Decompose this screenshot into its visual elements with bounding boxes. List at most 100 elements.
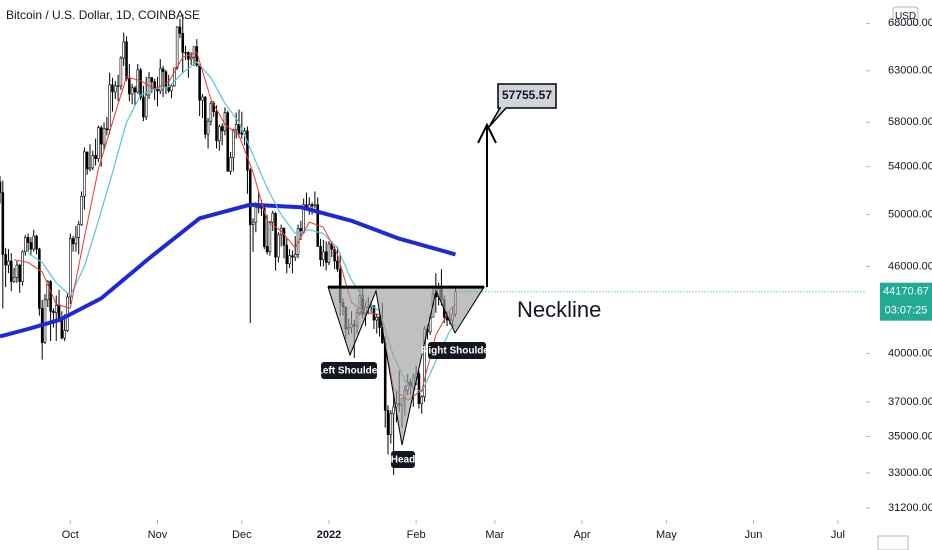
candle-body bbox=[1, 192, 5, 255]
candle-body bbox=[60, 319, 64, 339]
candle-body bbox=[378, 316, 381, 328]
candle-body bbox=[83, 151, 86, 197]
candle-body bbox=[69, 238, 72, 298]
candle-body bbox=[417, 373, 421, 404]
candle-body bbox=[257, 206, 260, 209]
x-tick-label: Mar bbox=[485, 529, 504, 541]
arrow-head bbox=[477, 122, 497, 144]
last-price-label: 44170.67 bbox=[883, 286, 929, 298]
annotation-box bbox=[321, 362, 377, 379]
candle-body bbox=[310, 204, 314, 207]
x-tick-label: May bbox=[656, 529, 677, 541]
x-tick-label: Oct bbox=[62, 529, 79, 541]
target-callout bbox=[488, 83, 557, 128]
candle-body bbox=[80, 195, 83, 225]
candle-body bbox=[192, 46, 196, 58]
candle-body bbox=[246, 130, 249, 171]
chart-title: Bitcoin / U.S. Dollar, 1D, COINBASE bbox=[6, 8, 200, 22]
candle-body bbox=[206, 120, 210, 135]
last-price-tag bbox=[880, 282, 932, 321]
candle-body bbox=[46, 281, 50, 301]
x-tick-label: Jul bbox=[831, 529, 845, 541]
candle-body bbox=[43, 299, 47, 343]
y-tick-label: 63000.00 bbox=[888, 65, 932, 77]
target-label: 57755.57 bbox=[502, 88, 552, 102]
y-tick-label: 46000.00 bbox=[888, 260, 932, 272]
candle-body bbox=[52, 310, 55, 314]
candle-body bbox=[319, 246, 322, 261]
candle-body bbox=[4, 254, 7, 266]
candle-body bbox=[327, 243, 331, 263]
candle-body bbox=[71, 238, 75, 245]
candle-body bbox=[324, 251, 328, 263]
currency-badge[interactable] bbox=[892, 6, 919, 26]
x-tick-label: Feb bbox=[407, 529, 426, 541]
candle-body bbox=[223, 112, 227, 132]
settings-button[interactable] bbox=[877, 535, 909, 550]
candle-body bbox=[291, 255, 294, 258]
candle-body bbox=[125, 41, 128, 80]
candle-body bbox=[260, 206, 263, 209]
candle-body bbox=[26, 237, 30, 243]
candle-body bbox=[130, 87, 134, 95]
x-tick-label: Apr bbox=[573, 529, 590, 541]
candle-body bbox=[229, 157, 232, 172]
candle-body bbox=[386, 410, 390, 435]
y-tick-label: 31200.00 bbox=[888, 502, 932, 514]
candle-body bbox=[38, 248, 41, 309]
moving-average bbox=[0, 202, 457, 339]
candle-body bbox=[63, 330, 66, 339]
candle-body bbox=[392, 406, 395, 415]
x-tick-label: Nov bbox=[148, 529, 168, 541]
candle-body bbox=[105, 128, 109, 131]
y-tick-label: 35000.00 bbox=[888, 430, 932, 442]
candle-body bbox=[74, 237, 78, 245]
candle-body bbox=[91, 155, 95, 169]
candle-body bbox=[234, 124, 238, 131]
candle-body bbox=[322, 251, 325, 261]
candle-body bbox=[375, 316, 379, 321]
candle-body bbox=[122, 41, 125, 59]
candle-body bbox=[173, 67, 176, 87]
annotation-label: Left Shoulder bbox=[317, 366, 382, 377]
candle-body bbox=[263, 208, 266, 247]
candle-body bbox=[9, 260, 13, 282]
y-tick-label: 37000.00 bbox=[888, 396, 932, 408]
candle-body bbox=[240, 132, 244, 135]
candle-body bbox=[265, 246, 269, 253]
candle-body bbox=[113, 85, 117, 93]
candle-body bbox=[133, 87, 137, 93]
candle-body bbox=[116, 85, 120, 87]
candle-body bbox=[209, 102, 213, 122]
candle-body bbox=[18, 264, 21, 282]
candle-body bbox=[181, 33, 185, 53]
candle-body bbox=[97, 127, 100, 160]
candle-body bbox=[119, 57, 123, 87]
candle-body bbox=[218, 126, 221, 142]
candle-body bbox=[285, 244, 289, 265]
candle-body bbox=[29, 242, 33, 250]
candle-body bbox=[21, 251, 24, 282]
candle-body bbox=[170, 85, 173, 92]
x-tick-label: 2022 bbox=[317, 529, 341, 541]
candle-body bbox=[85, 151, 89, 170]
candle-body bbox=[0, 181, 2, 193]
candle-body bbox=[49, 281, 52, 312]
candle-body bbox=[268, 221, 272, 253]
candle-body bbox=[178, 26, 182, 34]
candle-body bbox=[383, 342, 387, 411]
candle-body bbox=[150, 77, 154, 83]
x-tick-label: Dec bbox=[232, 529, 252, 541]
pattern-shape bbox=[327, 286, 485, 446]
candle-body bbox=[282, 228, 286, 246]
candle-body bbox=[102, 128, 106, 145]
candle-body bbox=[251, 221, 255, 225]
candle-body bbox=[248, 169, 252, 225]
countdown-label: 03:07:25 bbox=[885, 305, 928, 317]
candle-body bbox=[313, 204, 317, 207]
candle-body bbox=[15, 264, 19, 278]
candle-body bbox=[232, 129, 235, 158]
candle-body bbox=[99, 127, 103, 145]
candle-body bbox=[175, 26, 179, 69]
y-tick-label: 58000.00 bbox=[888, 116, 932, 128]
